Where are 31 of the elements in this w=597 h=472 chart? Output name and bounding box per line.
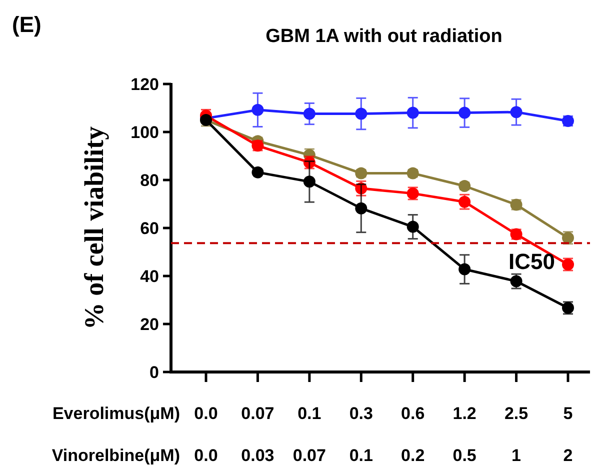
point (406, 220, 419, 233)
y-tick-label: 100 (130, 122, 159, 142)
category-label: 5 2 (563, 404, 573, 465)
point (458, 263, 471, 276)
point (252, 104, 264, 116)
category-label: 0.3 0.1 (349, 404, 373, 465)
y-axis-title: % of cell viability (79, 126, 109, 330)
point (510, 106, 522, 118)
point (458, 106, 471, 119)
text: Everolimus(μM) Vinorelbine(μM) (52, 404, 180, 465)
point (355, 202, 368, 214)
chart-title: GBM 1A with out radiation (266, 26, 502, 47)
category-label: 0.1 0.07 (292, 404, 326, 465)
y-tick-label: 60 (140, 218, 159, 238)
point (355, 108, 368, 120)
category-label: 0.6 0.2 (401, 404, 425, 465)
y-tick-label: 120 (130, 74, 159, 94)
text: (E) (12, 12, 42, 37)
point (303, 108, 316, 120)
category-label: 1.2 0.5 (452, 404, 476, 465)
y-tick-label: 0 (150, 362, 159, 382)
point (406, 106, 419, 119)
category-label: 0.07 0.03 (241, 404, 274, 465)
category-label: 2.5 1 (504, 404, 528, 465)
category-label: 0.0 0.0 (194, 404, 218, 465)
point (252, 166, 264, 178)
y-tick-label: 80 (140, 170, 159, 190)
y-tick-label: 20 (140, 314, 159, 334)
y-tick-label: 40 (140, 266, 159, 286)
ref-line-label: IC50 (508, 249, 555, 274)
point (303, 176, 316, 188)
